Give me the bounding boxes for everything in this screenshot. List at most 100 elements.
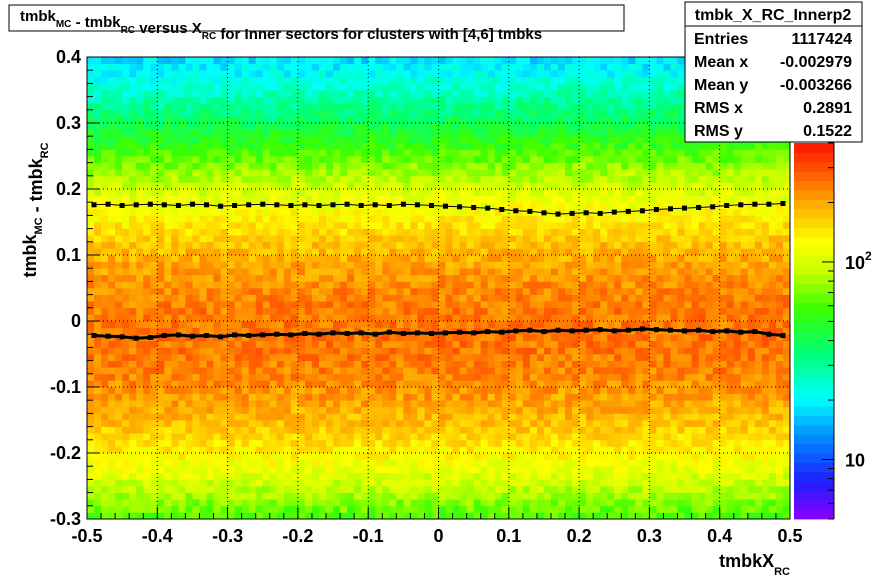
heatmap-cell bbox=[494, 136, 503, 144]
heatmap-cell bbox=[122, 307, 130, 315]
heatmap-cell bbox=[276, 453, 285, 460]
heatmap-cell bbox=[157, 142, 165, 150]
heatmap-cell bbox=[459, 189, 467, 196]
heatmap-cell bbox=[220, 76, 228, 84]
heatmap-cell bbox=[368, 156, 376, 163]
heatmap-cell bbox=[311, 195, 320, 203]
heatmap-cell bbox=[248, 235, 257, 243]
heatmap-cell bbox=[304, 96, 313, 104]
heatmap-cell bbox=[487, 307, 496, 315]
heatmap-cell bbox=[361, 466, 369, 474]
heatmap-cell bbox=[550, 472, 559, 480]
heatmap-cell bbox=[487, 274, 496, 282]
heatmap-cell bbox=[438, 268, 446, 276]
heatmap-cell bbox=[269, 162, 278, 170]
heatmap-cell bbox=[276, 393, 285, 401]
heatmap-cell bbox=[403, 261, 411, 269]
heatmap-cell bbox=[318, 189, 327, 196]
heatmap-cell bbox=[452, 466, 460, 474]
heatmap-cell bbox=[122, 387, 130, 394]
heatmap-cell bbox=[480, 334, 489, 342]
heatmap-cell bbox=[241, 109, 250, 117]
heatmap-cell bbox=[143, 321, 151, 328]
heatmap-cell bbox=[318, 169, 327, 177]
heatmap-cell bbox=[565, 76, 573, 84]
heatmap-cell bbox=[234, 274, 243, 282]
heatmap-cell bbox=[565, 142, 573, 150]
heatmap-cell bbox=[354, 248, 362, 256]
heatmap-cell bbox=[431, 215, 439, 223]
heatmap-cell bbox=[234, 182, 243, 190]
heatmap-cell bbox=[108, 274, 116, 282]
heatmap-cell bbox=[579, 103, 587, 111]
heatmap-cell bbox=[543, 420, 552, 427]
heatmap-cell bbox=[579, 57, 587, 64]
heatmap-cell bbox=[318, 492, 327, 500]
heatmap-cell bbox=[157, 175, 165, 183]
heatmap-cell bbox=[501, 255, 510, 262]
heatmap-cell bbox=[297, 439, 306, 447]
heatmap-cell bbox=[269, 274, 278, 282]
heatmap-cell bbox=[164, 380, 172, 388]
heatmap-cell bbox=[529, 76, 538, 84]
heatmap-cell bbox=[234, 400, 243, 408]
heatmap-cell bbox=[101, 281, 109, 289]
heatmap-cell bbox=[558, 261, 566, 269]
heatmap-cell bbox=[368, 222, 376, 229]
heatmap-cell bbox=[136, 505, 144, 513]
heatmap-cell bbox=[199, 347, 207, 355]
heatmap-cell bbox=[143, 288, 151, 295]
heatmap-cell bbox=[494, 208, 503, 216]
heatmap-cell bbox=[150, 367, 158, 375]
heatmap-cell bbox=[579, 340, 587, 348]
heatmap-cell bbox=[87, 235, 95, 243]
heatmap-cell bbox=[178, 63, 186, 71]
heatmap-cell bbox=[101, 162, 109, 170]
heatmap-cell bbox=[318, 380, 327, 388]
heatmap-cell bbox=[586, 486, 594, 493]
heatmap-cell bbox=[579, 208, 587, 216]
heatmap-cell bbox=[522, 63, 531, 71]
heatmap-cell bbox=[536, 420, 545, 427]
heatmap-cell bbox=[178, 354, 186, 361]
heatmap-cell bbox=[171, 373, 179, 381]
heatmap-cell bbox=[417, 334, 425, 342]
heatmap-cell bbox=[304, 505, 313, 513]
heatmap-cell bbox=[396, 459, 404, 467]
heatmap-cell bbox=[473, 96, 482, 104]
heatmap-cell bbox=[522, 103, 531, 111]
heatmap-cell bbox=[178, 208, 186, 216]
heatmap-cell bbox=[115, 446, 123, 454]
heatmap-cell bbox=[164, 459, 172, 467]
heatmap-cell bbox=[508, 235, 517, 243]
heatmap-cell bbox=[536, 103, 545, 111]
heatmap-cell bbox=[445, 499, 453, 507]
heatmap-cell bbox=[143, 281, 151, 289]
heatmap-cell bbox=[269, 334, 278, 342]
heatmap-cell bbox=[396, 347, 404, 355]
heatmap-cell bbox=[354, 235, 362, 243]
heatmap-cell bbox=[354, 90, 362, 97]
heatmap-cell bbox=[333, 472, 341, 480]
heatmap-cell bbox=[522, 367, 531, 375]
heatmap-cell bbox=[290, 255, 299, 262]
heatmap-cell bbox=[586, 446, 594, 454]
heatmap-cell bbox=[522, 472, 531, 480]
heatmap-cell bbox=[220, 347, 228, 355]
heatmap-cell bbox=[129, 96, 137, 104]
heatmap-cell bbox=[304, 512, 313, 520]
heatmap-cell bbox=[431, 492, 439, 500]
heatmap-cell bbox=[269, 136, 278, 144]
heatmap-cell bbox=[340, 301, 348, 309]
heatmap-cell bbox=[424, 235, 432, 243]
heatmap-cell bbox=[269, 129, 278, 137]
heatmap-cell bbox=[368, 413, 376, 421]
heatmap-cell bbox=[171, 492, 179, 500]
heatmap-cell bbox=[136, 268, 144, 276]
heatmap-cell bbox=[459, 215, 467, 223]
heatmap-cell bbox=[304, 255, 313, 262]
heatmap-cell bbox=[150, 453, 158, 460]
heatmap-cell bbox=[150, 446, 158, 454]
heatmap-cell bbox=[368, 109, 376, 117]
heatmap-cell bbox=[333, 103, 341, 111]
